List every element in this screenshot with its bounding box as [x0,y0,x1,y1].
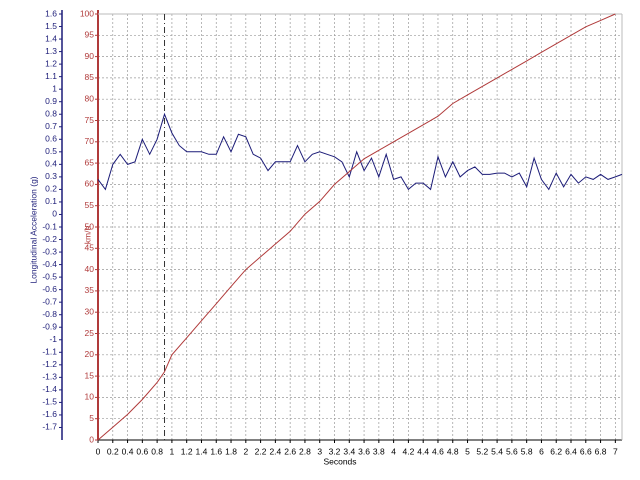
y-tick-label: -0.8 [42,309,57,319]
y-tick-label: 0.2 [45,184,57,194]
y2-axis-label: km/h [82,226,92,245]
y-tick-label: -0.7 [42,296,57,306]
x-tick-label: 0.6 [136,446,148,456]
y-tick-label: 0 [52,209,57,219]
y2-tick-label: 25 [85,328,95,338]
x-tick-label: 6 [539,446,544,456]
x-tick-label: 5.4 [491,446,503,456]
x-tick-label: 2.8 [299,446,311,456]
x-tick-label: 3.2 [329,446,341,456]
x-tick-label: 6.6 [580,446,592,456]
y-tick-label: -1.1 [42,347,57,357]
x-tick-label: 1.2 [181,446,193,456]
y-tick-label: 1.5 [45,21,57,31]
y-tick-label: 1.6 [45,8,57,18]
x-tick-label: 7 [613,446,618,456]
y-tick-label: 1 [52,83,57,93]
y-tick-label: -0.5 [42,271,57,281]
y-tick-label: -1.6 [42,409,57,419]
y-tick-label: -1.3 [42,372,57,382]
x-tick-label: 1.6 [210,446,222,456]
y-tick-label: -0.1 [42,221,57,231]
y2-tick-label: 60 [85,179,95,189]
y-tick-label: 0.9 [45,96,57,106]
y2-tick-label: 80 [85,93,95,103]
y2-tick-label: 30 [85,306,95,316]
x-tick-label: 4.4 [417,446,429,456]
series-line [97,112,623,191]
y2-tick-label: 100 [80,8,94,18]
y-tick-label: 1.1 [45,71,57,81]
x-tick-label: 6.2 [550,446,562,456]
series-line [97,13,616,441]
x-tick-label: 1.4 [196,446,208,456]
x-tick-label: 2 [243,446,248,456]
x-tick-label: 3.6 [358,446,370,456]
x-axis-label: Seconds [323,456,356,466]
x-tick-label: 0 [96,446,101,456]
y-tick-label: -1.7 [42,422,57,432]
y2-tick-label: 70 [85,136,95,146]
y2-tick-label: 55 [85,200,95,210]
x-tick-label: 4 [391,446,396,456]
x-tick-label: 4.8 [447,446,459,456]
x-tick-label: 6.8 [595,446,607,456]
y-tick-label: -1 [49,334,57,344]
y-axis-label: Longitudinal Acceleration (g) [28,176,38,283]
y2-tick-label: 15 [85,370,95,380]
y2-tick-label: 5 [89,413,94,423]
x-tick-label: 3 [317,446,322,456]
y-tick-label: 1.2 [45,58,57,68]
x-tick-label: 0.8 [151,446,163,456]
x-tick-label: 0.4 [122,446,134,456]
x-tick-label: 5.8 [521,446,533,456]
x-tick-label: 5.2 [476,446,488,456]
y2-tick-label: 90 [85,51,95,61]
y-tick-label: 1.4 [45,33,57,43]
y-tick-label: -0.4 [42,259,57,269]
x-tick-label: 4.2 [402,446,414,456]
y-tick-label: 0.5 [45,146,57,156]
y2-tick-label: 20 [85,349,95,359]
y-tick-label: 0.3 [45,171,57,181]
y2-tick-label: 10 [85,392,95,402]
y-tick-label: -0.3 [42,246,57,256]
x-tick-label: 2.4 [269,446,281,456]
y2-tick-label: 85 [85,72,95,82]
y-tick-label: -0.9 [42,321,57,331]
y2-tick-label: 45 [85,243,95,253]
x-tick-label: 5 [465,446,470,456]
y-tick-label: -1.2 [42,359,57,369]
x-tick-label: 2.6 [284,446,296,456]
x-tick-label: 1.8 [225,446,237,456]
x-tick-label: 1 [170,446,175,456]
y-tick-label: 0.4 [45,159,57,169]
x-tick-label: 0.2 [107,446,119,456]
y2-tick-label: 40 [85,264,95,274]
y-tick-label: -0.6 [42,284,57,294]
y-tick-label: 0.8 [45,108,57,118]
y-tick-label: 0.7 [45,121,57,131]
x-tick-label: 5.6 [506,446,518,456]
y2-tick-label: 65 [85,157,95,167]
x-tick-label: 4.6 [432,446,444,456]
y2-tick-label: 50 [85,221,95,231]
y2-tick-label: 95 [85,30,95,40]
y-tick-label: -0.2 [42,234,57,244]
y-tick-label: 0.6 [45,134,57,144]
x-tick-label: 3.8 [373,446,385,456]
y-tick-label: 0.1 [45,196,57,206]
y2-tick-label: 75 [85,115,95,125]
y-tick-label: -1.5 [42,397,57,407]
y-tick-label: 1.3 [45,46,57,56]
x-tick-label: 6.4 [565,446,577,456]
y-tick-label: -1.4 [42,384,57,394]
x-tick-label: 3.4 [343,446,355,456]
y2-tick-label: 0 [89,434,94,444]
x-tick-label: 2.2 [255,446,267,456]
y2-tick-label: 35 [85,285,95,295]
